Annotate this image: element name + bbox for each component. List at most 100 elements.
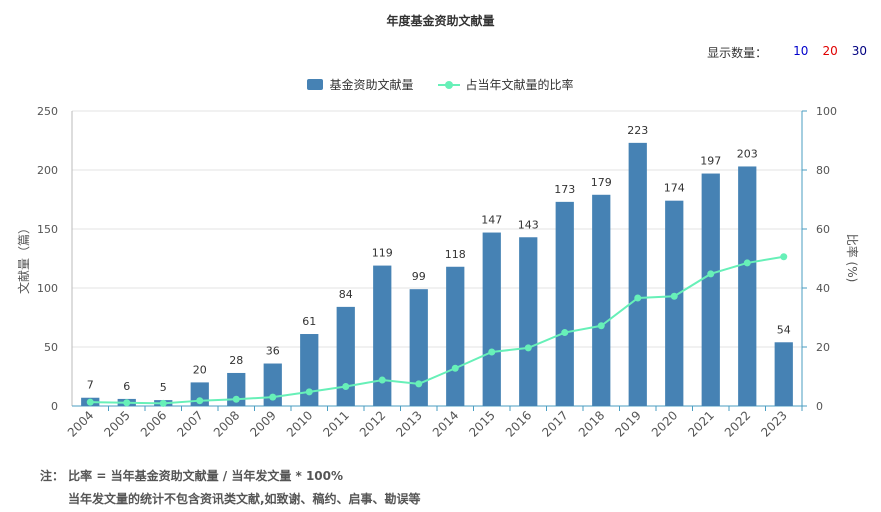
bar-value-label: 173 <box>554 183 575 196</box>
y-tick-label-left: 0 <box>51 400 58 413</box>
bar <box>300 334 319 406</box>
bar <box>263 363 282 406</box>
y-tick-label-left: 250 <box>37 105 58 118</box>
legend-item-bar-series[interactable]: 基金资助文献量 <box>307 76 414 93</box>
x-tick-label: 2011 <box>320 408 351 439</box>
chart-legend: 基金资助文献量 占当年文献量的比率 <box>0 76 881 93</box>
ratio-point <box>488 348 496 356</box>
x-tick-label: 2021 <box>685 408 716 439</box>
y-tick-label-right: 20 <box>816 341 830 354</box>
bar <box>592 194 611 406</box>
bar-value-label: 84 <box>339 288 353 301</box>
ratio-point <box>561 329 569 337</box>
x-tick-label: 2020 <box>649 408 680 439</box>
bar <box>227 372 246 406</box>
ratio-point <box>232 395 240 403</box>
bar-value-label: 118 <box>445 248 466 261</box>
bar-value-label: 99 <box>412 270 426 283</box>
x-tick-label: 2012 <box>357 408 388 439</box>
display-count-option-20[interactable]: 20 <box>822 44 838 58</box>
ratio-point <box>451 364 459 372</box>
bar <box>774 342 793 406</box>
ratio-point <box>342 383 350 391</box>
ratio-point <box>415 380 423 388</box>
note-exclusion: 当年发文量的统计不包含资讯类文献,如致谢、稿约、启事、勘误等 <box>68 492 421 506</box>
bar-value-label: 143 <box>518 218 539 231</box>
x-tick-label: 2008 <box>211 408 242 439</box>
x-tick-label: 2007 <box>174 408 205 439</box>
bar-value-label: 20 <box>193 363 207 376</box>
x-tick-label: 2009 <box>247 408 278 439</box>
bar <box>409 289 428 406</box>
bar-value-label: 36 <box>266 345 280 358</box>
y-tick-label-right: 100 <box>816 105 837 118</box>
legend-bar-label: 基金资助文献量 <box>329 78 414 92</box>
x-tick-label: 2016 <box>503 408 534 439</box>
y-tick-label-right: 80 <box>816 164 830 177</box>
bar <box>482 232 501 406</box>
display-count-option-30[interactable]: 30 <box>851 44 867 58</box>
ratio-point <box>634 294 642 302</box>
ratio-point <box>670 292 678 300</box>
x-tick-label: 2010 <box>284 408 315 439</box>
bar-value-label: 54 <box>777 323 791 336</box>
x-tick-label: 2006 <box>138 408 169 439</box>
bar-value-label: 119 <box>372 247 393 260</box>
ratio-point <box>743 259 751 267</box>
y-tick-label-left: 50 <box>44 341 58 354</box>
x-tick-label: 2018 <box>576 408 607 439</box>
y-tick-label-right: 0 <box>816 400 823 413</box>
ratio-point <box>707 270 715 278</box>
bar <box>519 237 538 406</box>
y-tick-label-left: 150 <box>37 223 58 236</box>
bar-value-label: 61 <box>302 315 316 328</box>
legend-line-label: 占当年文献量的比率 <box>465 78 574 92</box>
ratio-point <box>196 397 204 405</box>
bar <box>701 173 720 406</box>
bar-value-label: 147 <box>481 214 502 227</box>
x-tick-label: 2005 <box>101 408 132 439</box>
x-tick-label: 2019 <box>612 408 643 439</box>
bar-value-label: 7 <box>87 379 94 392</box>
ratio-point <box>780 253 788 261</box>
bar-value-label: 6 <box>123 380 130 393</box>
ratio-point <box>269 393 277 401</box>
bar <box>555 201 574 406</box>
bar <box>628 142 647 407</box>
bar-value-label: 28 <box>229 354 243 367</box>
y-axis-title-right: 比率 (%) <box>845 234 860 283</box>
bar <box>665 200 684 406</box>
ratio-point <box>378 376 386 384</box>
legend-bar-swatch <box>307 79 324 90</box>
bar-value-label: 223 <box>627 124 648 137</box>
bar <box>336 306 355 406</box>
bar-value-label: 203 <box>737 147 758 160</box>
x-tick-label: 2004 <box>65 408 96 439</box>
legend-item-line-series[interactable]: 占当年文献量的比率 <box>437 76 574 93</box>
x-tick-label: 2023 <box>758 408 789 439</box>
ratio-point <box>305 388 313 396</box>
ratio-point <box>597 322 605 330</box>
y-tick-label-right: 60 <box>816 223 830 236</box>
display-count-option-10[interactable]: 10 <box>793 44 809 58</box>
x-tick-label: 2017 <box>539 408 570 439</box>
bar <box>738 166 757 406</box>
legend-line-swatch <box>437 79 460 90</box>
ratio-point <box>123 399 131 407</box>
y-axis-title-left: 文献量（篇） <box>16 222 31 294</box>
y-tick-label-left: 200 <box>37 164 58 177</box>
display-count-selector: 显示数量： 10 20 30 <box>707 44 867 61</box>
bar-value-label: 174 <box>664 182 685 195</box>
bar-value-label: 179 <box>591 176 612 189</box>
bar-value-label: 197 <box>700 155 721 168</box>
bar <box>446 266 465 406</box>
y-tick-label-right: 40 <box>816 282 830 295</box>
x-tick-label: 2015 <box>466 408 497 439</box>
bar <box>373 265 392 406</box>
display-count-label: 显示数量： <box>707 46 768 60</box>
ratio-point <box>159 399 167 407</box>
x-tick-label: 2013 <box>393 408 424 439</box>
chart-title: 年度基金资助文献量 <box>386 14 495 28</box>
x-tick-label: 2022 <box>722 408 753 439</box>
